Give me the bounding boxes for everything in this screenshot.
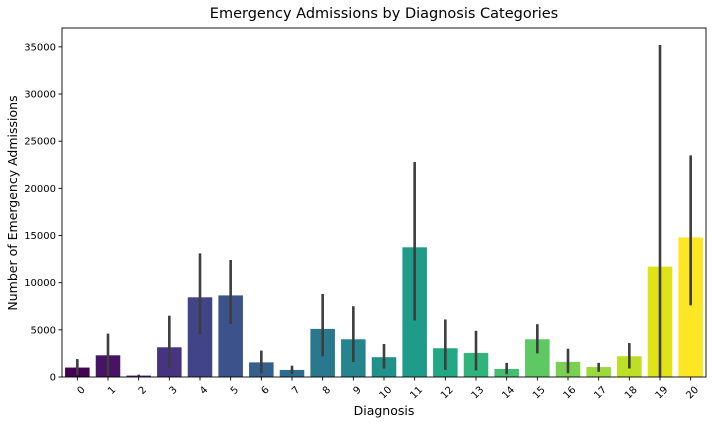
x-axis: 0 1 2 3 4 5 6 7 8 9 10 11 12 13 14 15 16 17 18 19 20 <box>75 377 701 401</box>
x-tick-label-5: 5 <box>229 385 241 397</box>
x-tick-label-10: 10 <box>378 385 395 402</box>
bar-17 <box>586 367 611 377</box>
x-tick-label-2: 2 <box>137 385 149 397</box>
y-tick-label-25000: 25000 <box>24 137 56 148</box>
x-tick-label-18: 18 <box>623 385 640 402</box>
x-tick-label-15: 15 <box>531 385 548 402</box>
x-tick-label-1: 1 <box>106 385 118 397</box>
x-tick-label-12: 12 <box>439 385 456 402</box>
error-bars-group <box>76 44 692 377</box>
y-tick-label-10000: 10000 <box>24 278 56 289</box>
y-tick-label-35000: 35000 <box>24 42 56 53</box>
y-axis: 0 5000 10000 15000 20000 25000 30000 35000 <box>24 42 62 384</box>
x-tick-label-16: 16 <box>562 385 579 402</box>
x-tick-label-0: 0 <box>75 385 87 397</box>
y-tick-label-20000: 20000 <box>24 184 56 195</box>
y-tick-label-15000: 15000 <box>24 231 56 242</box>
x-tick-label-13: 13 <box>470 385 487 402</box>
x-tick-label-11: 11 <box>408 385 425 402</box>
x-tick-label-14: 14 <box>500 385 517 402</box>
x-tick-label-4: 4 <box>198 385 210 397</box>
y-tick-label-30000: 30000 <box>24 90 56 101</box>
plot-frame <box>61 27 707 378</box>
x-tick-label-3: 3 <box>167 385 179 397</box>
x-tick-label-9: 9 <box>351 385 363 397</box>
x-tick-label-17: 17 <box>592 385 609 402</box>
y-axis-label: Number of Emergency Admissions <box>5 95 20 310</box>
chart-title: Emergency Admissions by Diagnosis Catego… <box>210 6 558 22</box>
y-tick-label-0: 0 <box>50 373 56 384</box>
x-axis-label: Diagnosis <box>354 403 415 418</box>
x-tick-label-7: 7 <box>290 385 302 397</box>
x-tick-label-6: 6 <box>259 385 271 397</box>
x-tick-label-20: 20 <box>684 385 701 402</box>
x-tick-label-19: 19 <box>654 385 671 402</box>
y-tick-label-5000: 5000 <box>31 325 56 336</box>
x-tick-label-8: 8 <box>321 385 333 397</box>
